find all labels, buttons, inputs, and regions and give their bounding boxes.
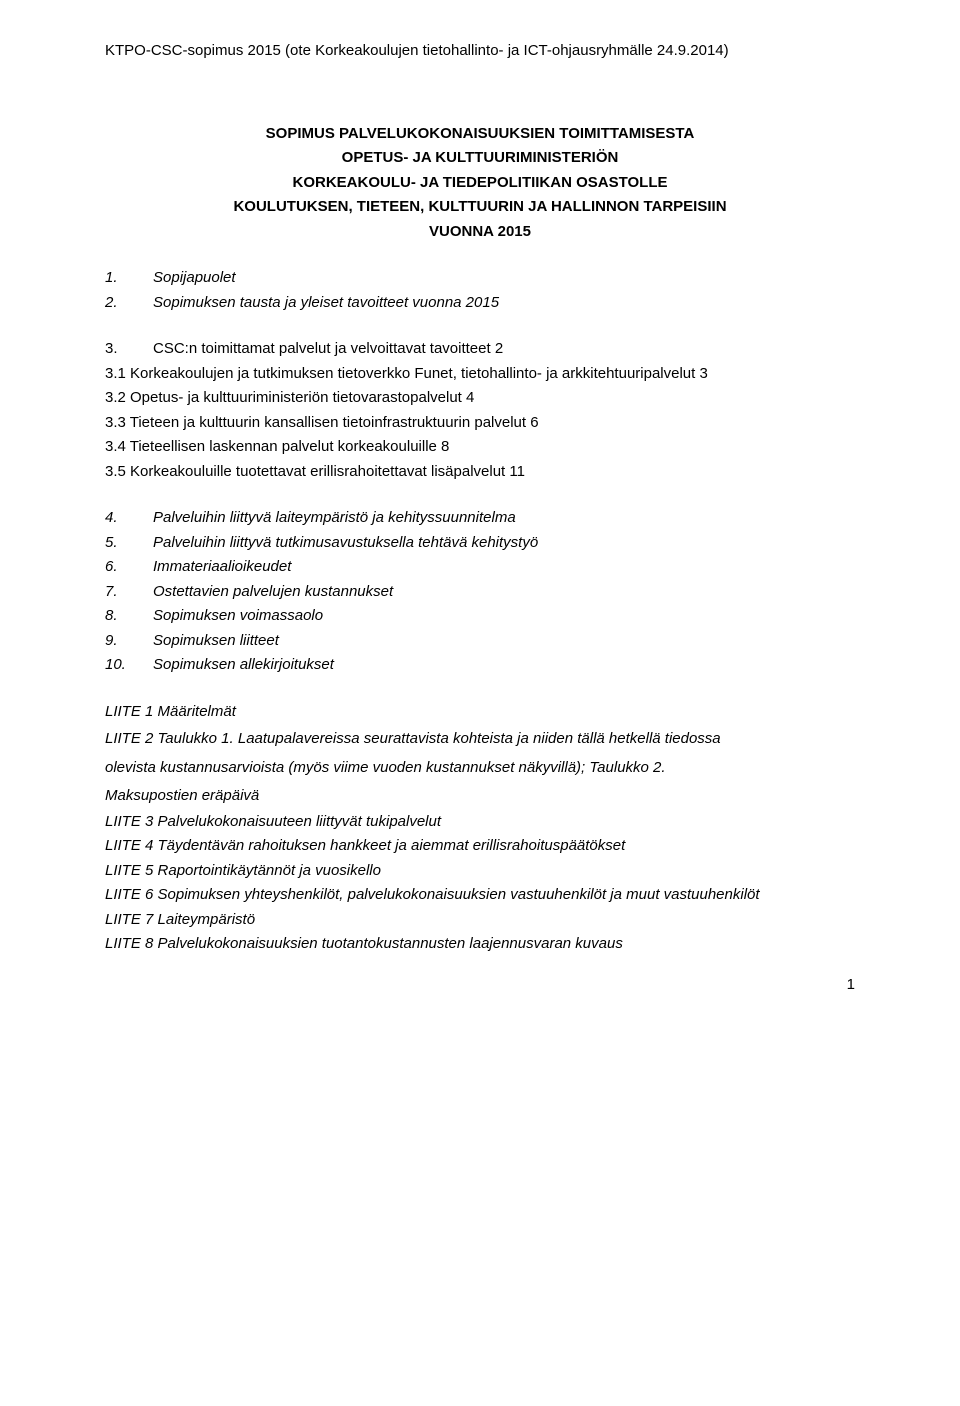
toc-subitem: 3.5 Korkeakouluille tuotettavat erillisr… <box>105 461 855 484</box>
toc-number: 1. <box>105 267 153 290</box>
toc-item: 4.Palveluihin liittyvä laiteympäristö ja… <box>105 507 855 530</box>
toc-text: Sopimuksen voimassaolo <box>153 607 323 624</box>
toc-text: Sopimuksen tausta ja yleiset tavoitteet … <box>153 294 499 311</box>
toc-item: 6.Immateriaalioikeudet <box>105 556 855 579</box>
toc-text: Sopimuksen liitteet <box>153 632 279 649</box>
toc-subitem: 3.1 Korkeakoulujen ja tutkimuksen tietov… <box>105 363 855 386</box>
toc-number: 6. <box>105 556 153 579</box>
toc-item: 8.Sopimuksen voimassaolo <box>105 605 855 628</box>
toc-section-1: 1.Sopijapuolet 2.Sopimuksen tausta ja yl… <box>105 267 855 314</box>
toc-item: 3.CSC:n toimittamat palvelut ja velvoitt… <box>105 338 855 361</box>
toc-section-2: 3.CSC:n toimittamat palvelut ja velvoitt… <box>105 338 855 483</box>
appendix-item: LIITE 8 Palvelukokonaisuuksien tuotantok… <box>105 933 855 956</box>
appendix-item-multi: LIITE 2 Taulukko 1. Laatupalavereissa se… <box>105 725 855 811</box>
toc-number: 3. <box>105 338 153 361</box>
appendix-line: Maksupostien eräpäivä <box>105 787 259 804</box>
title-line-5: VUONNA 2015 <box>105 221 855 244</box>
appendix-item: LIITE 3 Palvelukokonaisuuteen liittyvät … <box>105 811 855 834</box>
toc-item: 2.Sopimuksen tausta ja yleiset tavoittee… <box>105 292 855 315</box>
toc-number: 2. <box>105 292 153 315</box>
title-line-1: SOPIMUS PALVELUKOKONAISUUKSIEN TOIMITTAM… <box>105 123 855 146</box>
appendix-line: olevista kustannusarvioista (myös viime … <box>105 759 666 776</box>
toc-subitem: 3.2 Opetus- ja kulttuuriministeriön tiet… <box>105 387 855 410</box>
toc-text: Sopijapuolet <box>153 269 236 286</box>
toc-text: Immateriaalioikeudet <box>153 558 291 575</box>
toc-text: Palveluihin liittyvä laiteympäristö ja k… <box>153 509 516 526</box>
toc-text: Ostettavien palvelujen kustannukset <box>153 583 393 600</box>
toc-subitem: 3.3 Tieteen ja kulttuurin kansallisen ti… <box>105 412 855 435</box>
toc-text: Palveluihin liittyvä tutkimusavustuksell… <box>153 534 538 551</box>
document-title: SOPIMUS PALVELUKOKONAISUUKSIEN TOIMITTAM… <box>105 123 855 244</box>
appendix-item: LIITE 4 Täydentävän rahoituksen hankkeet… <box>105 835 855 858</box>
toc-subitem: 3.4 Tieteellisen laskennan palvelut kork… <box>105 436 855 459</box>
appendix-item: LIITE 1 Määritelmät <box>105 701 855 724</box>
toc-item: 9.Sopimuksen liitteet <box>105 630 855 653</box>
toc-item: 7.Ostettavien palvelujen kustannukset <box>105 581 855 604</box>
appendix-section: LIITE 1 Määritelmät LIITE 2 Taulukko 1. … <box>105 701 855 956</box>
document-header: KTPO-CSC-sopimus 2015 (ote Korkeakouluje… <box>105 40 855 63</box>
toc-item: 5.Palveluihin liittyvä tutkimusavustukse… <box>105 532 855 555</box>
page-number: 1 <box>105 974 855 997</box>
toc-item: 10.Sopimuksen allekirjoitukset <box>105 654 855 677</box>
toc-number: 8. <box>105 605 153 628</box>
toc-number: 7. <box>105 581 153 604</box>
toc-item: 1.Sopijapuolet <box>105 267 855 290</box>
title-line-2: OPETUS- JA KULTTUURIMINISTERIÖN <box>105 147 855 170</box>
toc-section-3: 4.Palveluihin liittyvä laiteympäristö ja… <box>105 507 855 677</box>
toc-text: CSC:n toimittamat palvelut ja velvoittav… <box>153 340 503 357</box>
title-line-4: KOULUTUKSEN, TIETEEN, KULTTUURIN JA HALL… <box>105 196 855 219</box>
appendix-item: LIITE 5 Raportointikäytännöt ja vuosikel… <box>105 860 855 883</box>
title-line-3: KORKEAKOULU- JA TIEDEPOLITIIKAN OSASTOLL… <box>105 172 855 195</box>
appendix-item: LIITE 6 Sopimuksen yhteyshenkilöt, palve… <box>105 884 855 907</box>
toc-text: Sopimuksen allekirjoitukset <box>153 656 334 673</box>
toc-number: 5. <box>105 532 153 555</box>
appendix-line: LIITE 2 Taulukko 1. Laatupalavereissa se… <box>105 730 721 747</box>
toc-number: 9. <box>105 630 153 653</box>
toc-number: 10. <box>105 654 153 677</box>
appendix-item: LIITE 7 Laiteympäristö <box>105 909 855 932</box>
toc-number: 4. <box>105 507 153 530</box>
